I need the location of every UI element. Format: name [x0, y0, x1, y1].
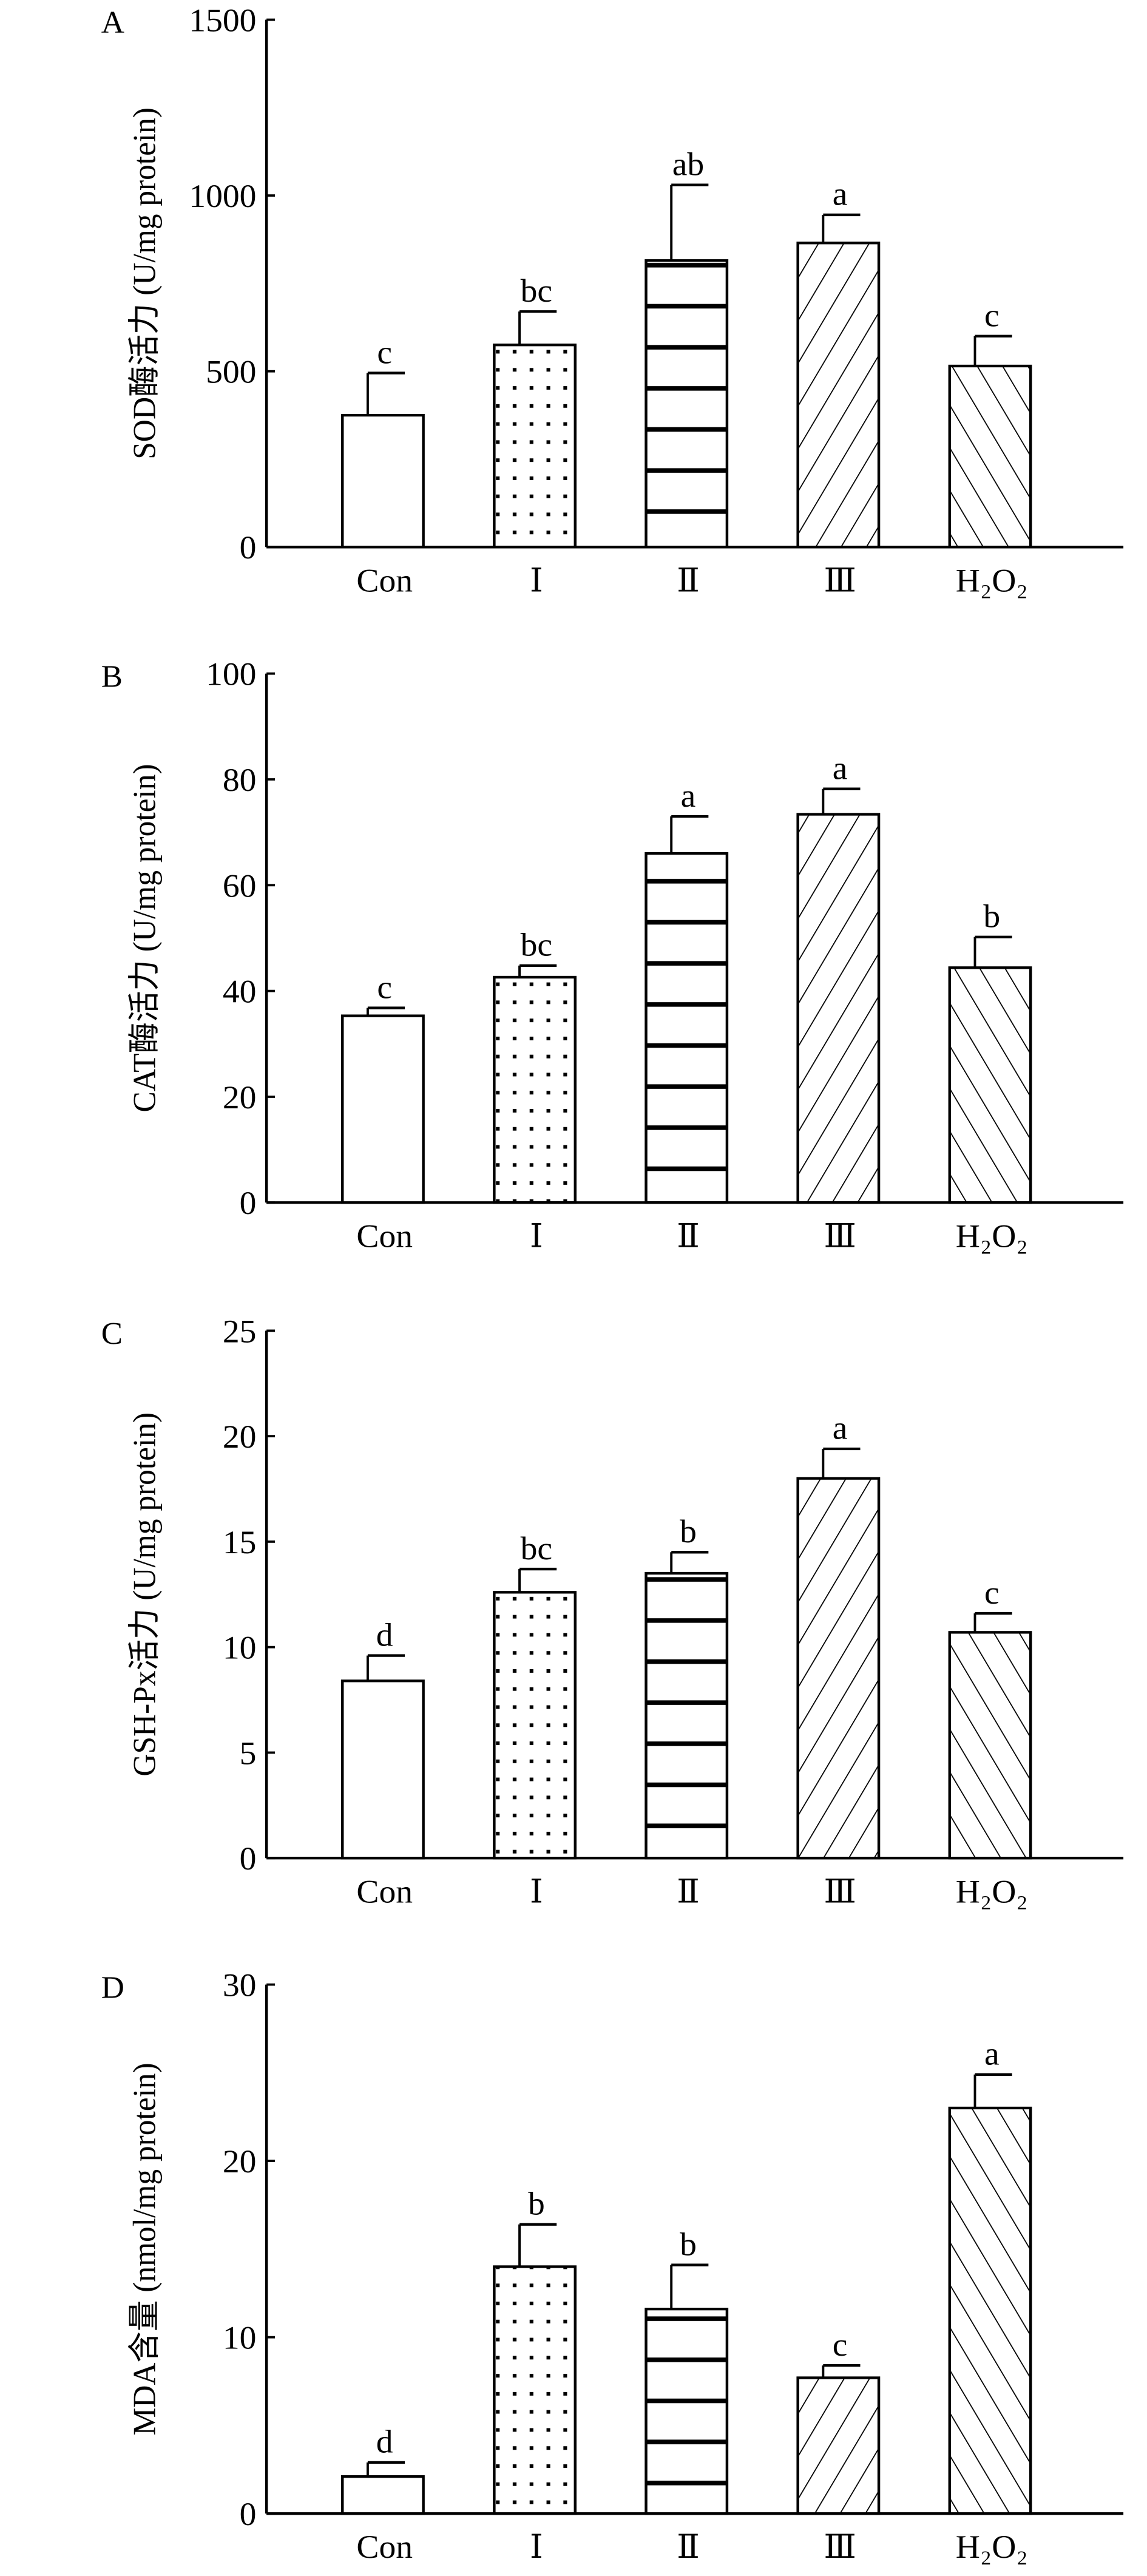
significance-letter: b	[680, 1513, 697, 1550]
significance-letter: c	[984, 297, 1000, 333]
y-tick-label: 0	[240, 1840, 257, 1877]
category-label: Ⅲ	[824, 562, 856, 598]
y-tick-label: 30	[223, 1967, 257, 2003]
y-axis-label: GSH-Px活力 (U/mg protein)	[127, 1412, 163, 1777]
significance-letter: d	[376, 1616, 393, 1653]
y-tick-label: 10	[223, 2319, 257, 2356]
bar-3	[645, 1571, 729, 1860]
panel-label: A	[101, 6, 125, 40]
y-tick-label: 100	[206, 656, 256, 692]
bar-4	[796, 813, 881, 1204]
y-tick-label: 500	[206, 353, 256, 390]
bar-1	[340, 2475, 425, 2515]
category-label: Con	[356, 2529, 413, 2565]
significance-letter: bc	[521, 1530, 552, 1566]
panel-label: B	[101, 660, 123, 694]
bar-5	[948, 966, 1032, 1204]
y-tick-label: 80	[223, 762, 257, 798]
y-tick-label: 10	[223, 1629, 257, 1666]
y-tick-label: 1000	[189, 178, 256, 214]
category-label: Con	[356, 562, 413, 598]
bar-2	[493, 1591, 577, 1860]
y-tick-label: 60	[223, 867, 257, 904]
y-tick-label: 0	[240, 529, 257, 566]
bar-5	[948, 364, 1032, 549]
significance-letter: c	[833, 2327, 848, 2363]
category-label: H₂O₂	[956, 2529, 1028, 2565]
category-label: Ⅲ	[824, 1873, 856, 1910]
category-label: Ⅰ	[530, 2529, 543, 2565]
significance-letter: bc	[521, 926, 552, 963]
bar-2	[493, 2265, 577, 2515]
significance-letter: a	[833, 750, 848, 786]
panel-label: C	[101, 1317, 123, 1351]
bar-3	[645, 852, 729, 1204]
y-tick-label: 1500	[189, 2, 256, 38]
bar-3	[645, 2307, 729, 2515]
y-axis-label: SOD酶活力 (U/mg protein)	[127, 107, 163, 459]
y-tick-label: 20	[223, 1418, 257, 1455]
bar-1	[340, 413, 425, 549]
panel-b: B 0 20 40 60 80 100 CAT酶活力 (U/mg protein) c Con bc…	[101, 656, 1124, 1254]
y-tick-label: 0	[240, 1185, 257, 1221]
significance-letter: c	[984, 1574, 1000, 1610]
category-label: Ⅱ	[677, 1873, 700, 1910]
significance-letter: a	[833, 175, 848, 212]
bar-4	[796, 1477, 881, 1860]
category-label: Con	[356, 1873, 413, 1910]
bar-2	[493, 344, 577, 549]
significance-letter: a	[833, 1409, 848, 1446]
significance-letter: c	[377, 969, 392, 1005]
panel-a: A 0 500 1000 1500 SOD酶活力 (U/mg protein) c Con bc…	[101, 2, 1124, 598]
bar-1	[340, 1679, 425, 1860]
y-tick-label: 20	[223, 2143, 257, 2180]
bar-2	[493, 975, 577, 1204]
significance-letter: b	[983, 898, 1000, 934]
bar-5	[948, 1631, 1032, 1860]
bar-3	[645, 259, 729, 549]
category-label: H₂O₂	[956, 1873, 1028, 1910]
significance-letter: bc	[521, 273, 552, 309]
y-tick-label: 5	[240, 1735, 257, 1771]
panel-label: D	[101, 1971, 124, 2005]
category-label: Ⅱ	[677, 2529, 700, 2565]
bar-1	[340, 1014, 425, 1204]
y-tick-label: 25	[223, 1313, 257, 1349]
significance-letter: b	[680, 2226, 697, 2262]
category-label: Ⅰ	[530, 1873, 543, 1910]
y-tick-label: 15	[223, 1524, 257, 1561]
category-label: Ⅰ	[530, 562, 543, 598]
category-label: H₂O₂	[956, 562, 1028, 598]
bar-4	[796, 242, 881, 549]
category-label: H₂O₂	[956, 1218, 1028, 1254]
significance-letter: ab	[672, 146, 704, 182]
y-axis-label: CAT酶活力 (U/mg protein)	[127, 764, 163, 1112]
bar-5	[948, 2106, 1032, 2515]
bar-4	[796, 2376, 881, 2515]
significance-letter: a	[681, 777, 696, 813]
category-label: Ⅲ	[824, 2529, 856, 2565]
y-tick-label: 0	[240, 2496, 257, 2532]
category-label: Ⅱ	[677, 562, 700, 598]
significance-letter: a	[984, 2035, 1000, 2072]
category-label: Con	[356, 1218, 413, 1254]
significance-letter: b	[528, 2185, 545, 2222]
category-label: Ⅰ	[530, 1218, 543, 1254]
significance-letter: d	[376, 2423, 393, 2459]
panel-d: D 0 10 20 30 MDA含量 (nmol/mg protein) d Con b Ⅰb Ⅱc…	[101, 1967, 1124, 2565]
y-tick-label: 40	[223, 973, 257, 1009]
category-label: Ⅲ	[824, 1218, 856, 1254]
category-label: Ⅱ	[677, 1218, 700, 1254]
y-tick-label: 20	[223, 1079, 257, 1116]
significance-letter: c	[377, 334, 392, 370]
y-axis-label: MDA含量 (nmol/mg protein)	[127, 2062, 163, 2435]
